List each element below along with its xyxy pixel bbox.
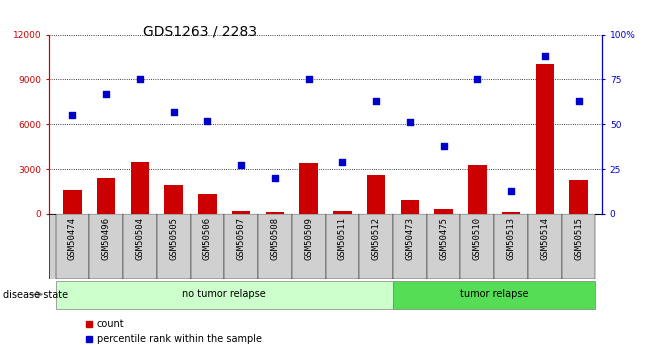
Text: disease state: disease state (3, 290, 68, 300)
Point (67, 112, 77, 118)
Text: GSM50513: GSM50513 (506, 217, 516, 260)
FancyBboxPatch shape (393, 281, 596, 309)
FancyBboxPatch shape (49, 214, 589, 279)
FancyBboxPatch shape (359, 214, 393, 279)
Point (472, 77, 482, 82)
FancyBboxPatch shape (191, 214, 225, 279)
Text: GSM50506: GSM50506 (203, 217, 212, 260)
FancyBboxPatch shape (258, 214, 292, 279)
Text: GSM50511: GSM50511 (338, 217, 347, 260)
FancyBboxPatch shape (326, 214, 359, 279)
Bar (63, 190, 82, 214)
FancyBboxPatch shape (55, 214, 89, 279)
Bar (367, 175, 385, 214)
FancyBboxPatch shape (55, 281, 393, 309)
Point (202, 118, 213, 124)
FancyBboxPatch shape (123, 214, 157, 279)
Point (236, 163, 246, 168)
Text: GSM50496: GSM50496 (102, 217, 111, 260)
Bar (400, 200, 419, 214)
Text: GSM50515: GSM50515 (574, 217, 583, 260)
Point (303, 77, 314, 82)
Text: GSM50473: GSM50473 (406, 217, 414, 260)
Bar (198, 195, 217, 214)
Point (438, 143, 449, 148)
Point (405, 120, 415, 125)
Point (371, 98, 381, 104)
Text: GSM50504: GSM50504 (135, 217, 145, 260)
Text: GSM50509: GSM50509 (304, 217, 313, 260)
Text: GDS1263 / 2283: GDS1263 / 2283 (143, 24, 257, 38)
Bar (468, 165, 486, 214)
FancyBboxPatch shape (393, 214, 426, 279)
FancyBboxPatch shape (494, 214, 528, 279)
Bar (131, 161, 149, 214)
FancyBboxPatch shape (460, 214, 494, 279)
FancyBboxPatch shape (157, 214, 191, 279)
Text: GSM50474: GSM50474 (68, 217, 77, 260)
Bar (502, 211, 520, 214)
Text: GSM50475: GSM50475 (439, 217, 448, 260)
Bar (569, 179, 588, 214)
Point (101, 91, 111, 97)
Legend: count, percentile rank within the sample: count, percentile rank within the sample (81, 315, 266, 345)
FancyBboxPatch shape (426, 214, 460, 279)
Bar (299, 163, 318, 214)
Bar (165, 186, 183, 214)
FancyBboxPatch shape (562, 214, 596, 279)
Text: GSM50512: GSM50512 (372, 217, 381, 260)
Point (540, 53, 550, 59)
Point (270, 175, 280, 181)
Bar (536, 65, 554, 214)
Point (506, 188, 516, 193)
FancyBboxPatch shape (528, 214, 562, 279)
Text: GSM50514: GSM50514 (540, 217, 549, 260)
Bar (333, 211, 352, 214)
Bar (97, 178, 115, 214)
Point (574, 98, 584, 104)
Text: GSM50507: GSM50507 (237, 217, 245, 260)
Bar (266, 211, 284, 214)
Text: GSM50505: GSM50505 (169, 217, 178, 260)
FancyBboxPatch shape (292, 214, 326, 279)
FancyBboxPatch shape (89, 214, 123, 279)
Bar (434, 209, 453, 214)
Bar (232, 211, 251, 214)
Text: GSM50508: GSM50508 (270, 217, 279, 260)
Point (337, 159, 348, 165)
Text: GSM50510: GSM50510 (473, 217, 482, 260)
Point (169, 109, 179, 115)
Point (135, 77, 145, 82)
Text: tumor relapse: tumor relapse (460, 289, 529, 299)
FancyBboxPatch shape (225, 214, 258, 279)
Text: no tumor relapse: no tumor relapse (182, 289, 266, 299)
